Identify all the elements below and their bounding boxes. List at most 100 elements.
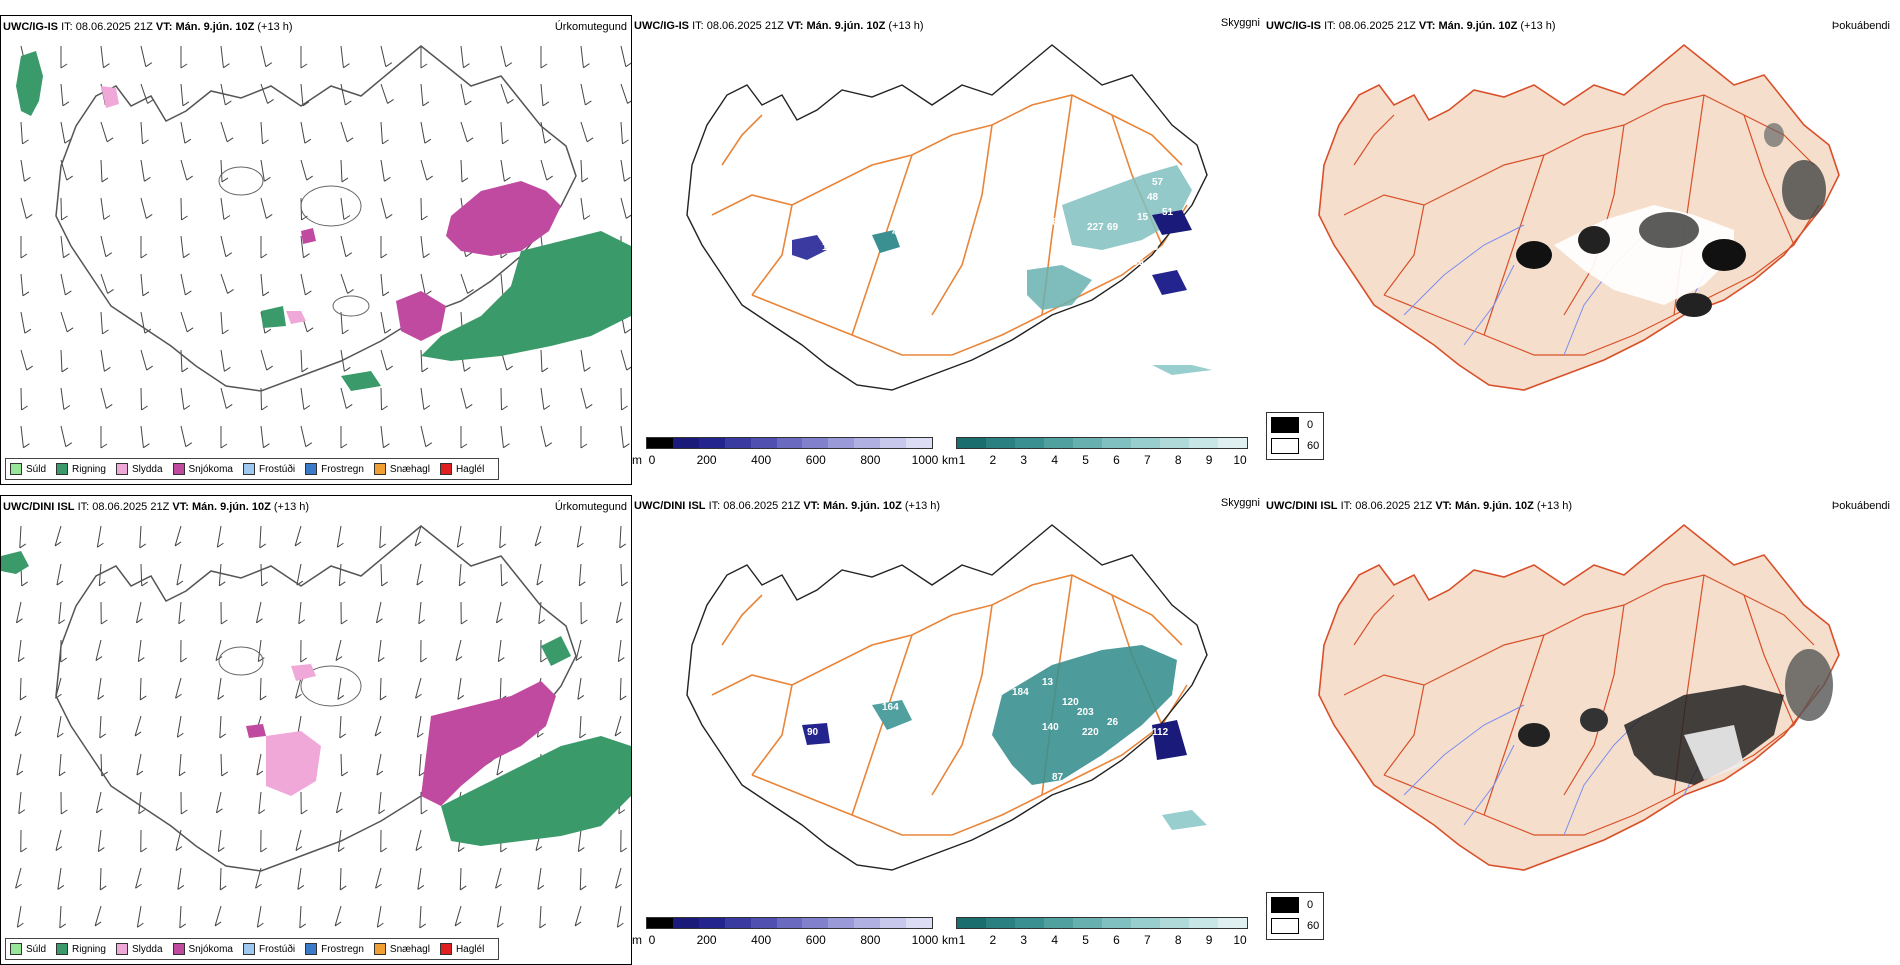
wind-barb-flag [386,63,392,67]
it-value: 08.06.2025 21Z [76,21,153,33]
vt-label: VT: [803,500,820,512]
legend-label: Slydda [132,944,163,955]
model-name: UWC/IG-IS [634,20,689,32]
colorbar-segment [673,438,699,448]
wind-barb-flag [262,140,268,144]
legend-item: Rigning [56,463,106,475]
wind-barb-flag [585,101,591,105]
wind-barb [377,754,381,775]
wind-barb [581,350,584,371]
legend-item: Frostúði [243,943,295,955]
wind-barb [341,388,346,408]
legend-label: Snæhagl [390,944,430,955]
legend-label: Súld [26,464,46,475]
wind-barb [61,236,63,258]
fog-scale-max: 60 [1307,440,1319,452]
wind-barb [220,868,221,890]
wind-barb [100,716,101,738]
wind-barb-flag [62,368,68,372]
wind-barb-flag [344,367,350,371]
wind-barb [541,160,547,180]
wind-barb-flag [383,292,389,296]
wind-barb-flag [59,772,65,776]
wind-barb-flag [545,139,551,143]
wind-barb-flag [227,138,233,142]
wind-barb [378,640,381,662]
wind-barb [381,198,386,218]
wind-barb [621,426,623,448]
wind-barb [581,388,586,408]
wind-barb-flag [547,176,553,180]
wind-barb [501,46,506,67]
wind-barb-flag [621,406,627,410]
colorbar-segment [777,438,803,448]
wind-barb [21,350,27,370]
wind-barb [221,122,227,142]
wind-barb-flag [60,924,66,928]
legend-swatch [10,463,22,475]
wind-barb-flag [579,582,585,586]
colorbar-segment [1160,918,1189,928]
wind-barb [458,678,461,699]
colorbar-strip [956,437,1248,449]
panel-title-precip: Úrkomutegund [555,501,627,513]
wind-barb-flag [385,329,391,333]
wind-barb [21,426,23,448]
wind-barb [101,236,106,257]
wind-barb-flag [348,289,354,293]
colorbar-tick: 1000 [912,453,939,467]
it-value: 08.06.2025 21Z [1339,20,1416,32]
legend-label: Snjókoma [189,944,233,955]
wind-barb-flag [183,254,189,258]
wind-barb-flag [267,366,273,370]
wind-barb [219,564,221,586]
road-line [932,605,992,795]
wind-barb [461,46,463,68]
wind-barb [580,716,581,738]
wind-barb-flag [466,404,472,408]
wind-barb-flag [64,406,70,410]
wind-barb [381,274,383,296]
wind-barb [61,388,64,410]
legend-label: Haglél [456,464,484,475]
model-name: UWC/IG-IS [1266,20,1321,32]
wind-barb-flag [301,64,307,68]
wind-barb [220,716,221,738]
wind-barb-flag [99,582,105,586]
colorbar-segment [880,438,906,448]
wind-barb [141,350,147,370]
colorbar-segment [699,918,725,928]
wind-barb-flag [584,216,590,220]
colorbar-tick: 7 [1144,453,1151,467]
wind-barb [501,122,502,144]
legend-item: Snæhagl [374,463,430,475]
wind-barb-flag [502,140,508,144]
wind-barb-flag [20,544,26,548]
colorbar-tick: 200 [697,933,717,947]
visibility-value-label: 75 [1147,242,1159,253]
wind-barb [257,906,261,927]
precip-type-panel-row1: UWC/IG-IS IT: 08.06.2025 21Z VT: Mán. 9.… [0,15,632,485]
colorbar-tick: 4 [1051,933,1058,947]
wind-barb [497,906,501,927]
wind-barb [501,160,504,181]
wind-barb [21,160,24,181]
it-label: IT: [709,500,721,512]
visibility-value-label: 15 [1137,212,1149,223]
wind-barb-flag [584,367,590,371]
legend-item: Frostúði [243,463,295,475]
wind-barb-flag [222,330,228,334]
wind-barb-flag [501,848,507,852]
wind-barb-flag [622,140,628,144]
wind-barb [21,312,25,333]
precip-type-panel-row2: UWC/DINI ISL IT: 08.06.2025 21Z VT: Mán.… [0,495,632,965]
wind-barb [141,312,145,333]
legend-item: Haglél [440,463,484,475]
wind-barb-flag [184,406,190,410]
wind-barb-flag [106,253,112,257]
wind-barb [180,906,181,928]
wind-barb-flag [222,178,228,182]
